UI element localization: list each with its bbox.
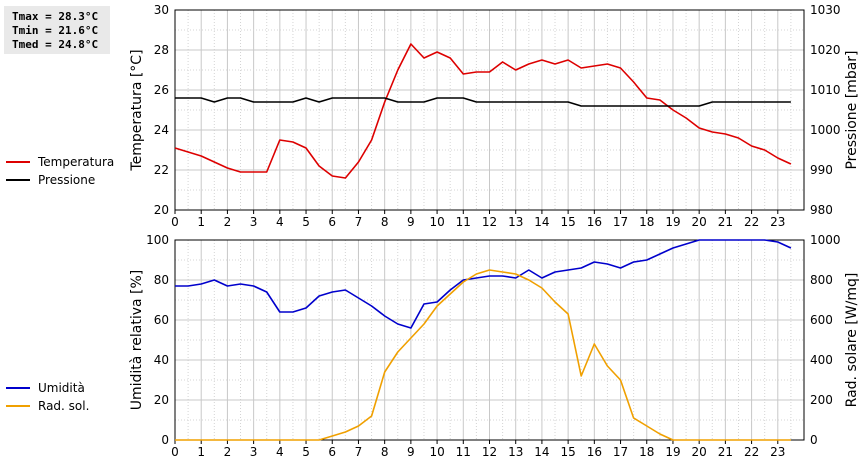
x-tick-label: 6 bbox=[328, 445, 336, 459]
x-tick-label: 7 bbox=[355, 215, 363, 229]
x-tick-label: 7 bbox=[355, 445, 363, 459]
x-tick-label: 12 bbox=[482, 445, 497, 459]
x-tick-label: 19 bbox=[665, 445, 680, 459]
stat-tmin: Tmin = 21.6°C bbox=[12, 24, 99, 37]
x-tick-label: 2 bbox=[224, 445, 232, 459]
x-tick-label: 23 bbox=[770, 445, 785, 459]
x-tick-label: 20 bbox=[692, 215, 707, 229]
x-tick-label: 13 bbox=[508, 215, 523, 229]
chart-panel-1: 0 1 2 3 4 5 6 7 8 9 10 11 12 13 14 15 16 17 18 19 20 21 22 2320… bbox=[6, 3, 860, 229]
x-tick-label: 19 bbox=[665, 215, 680, 229]
stat-tmax: Tmax = 28.3°C bbox=[12, 10, 99, 23]
x-tick-label: 22 bbox=[744, 215, 759, 229]
legend-label: Pressione bbox=[38, 173, 95, 187]
x-tick-label: 16 bbox=[587, 445, 602, 459]
series-line-1 bbox=[174, 43, 792, 179]
y-right-axis-title: Rad. solare [W/mq] bbox=[844, 273, 860, 408]
x-tick-label: 18 bbox=[639, 215, 654, 229]
stat-tmed: Tmed = 24.8°C bbox=[12, 38, 99, 51]
y-tick-label: 20 bbox=[154, 203, 169, 217]
y-right-tick-label: 200 bbox=[810, 393, 833, 407]
legend-label: Rad. sol. bbox=[38, 399, 89, 413]
x-tick-label: 11 bbox=[456, 215, 471, 229]
y-right-tick-label: 1020 bbox=[810, 43, 841, 57]
x-tick-label: 18 bbox=[639, 445, 654, 459]
x-tick-label: 12 bbox=[482, 215, 497, 229]
x-tick-label: 6 bbox=[328, 215, 336, 229]
x-tick-label: 9 bbox=[407, 215, 415, 229]
x-tick-label: 5 bbox=[302, 215, 310, 229]
x-tick-label: 16 bbox=[587, 215, 602, 229]
y-right-tick-label: 980 bbox=[810, 203, 833, 217]
y-right-tick-label: 1030 bbox=[810, 3, 841, 17]
chart-panel-2: 0 1 2 3 4 5 6 7 8 9 10 11 12 13 14 15 16 17 18 19 20 21 22 2302… bbox=[6, 233, 860, 459]
x-tick-label: 14 bbox=[534, 215, 549, 229]
x-tick-label: 10 bbox=[429, 215, 444, 229]
x-tick-label: 21 bbox=[718, 445, 733, 459]
x-tick-label: 15 bbox=[560, 215, 575, 229]
y-tick-label: 60 bbox=[154, 313, 169, 327]
y-right-tick-label: 800 bbox=[810, 273, 833, 287]
x-tick-label: 4 bbox=[276, 445, 284, 459]
y-tick-label: 40 bbox=[154, 353, 169, 367]
y-right-tick-label: 0 bbox=[810, 433, 818, 447]
x-tick-label: 17 bbox=[613, 445, 628, 459]
y-right-tick-label: 990 bbox=[810, 163, 833, 177]
x-tick-label: 13 bbox=[508, 445, 523, 459]
legend-label: Temperatura bbox=[37, 155, 114, 169]
y-tick-label: 100 bbox=[146, 233, 169, 247]
x-tick-label: 9 bbox=[407, 445, 415, 459]
y-tick-label: 28 bbox=[154, 43, 169, 57]
x-tick-label: 3 bbox=[250, 445, 258, 459]
y-tick-label: 20 bbox=[154, 393, 169, 407]
y-axis-title: Umidità relativa [%] bbox=[129, 270, 145, 411]
y-tick-label: 80 bbox=[154, 273, 169, 287]
y-right-tick-label: 400 bbox=[810, 353, 833, 367]
y-right-tick-label: 1010 bbox=[810, 83, 841, 97]
x-tick-label: 17 bbox=[613, 215, 628, 229]
x-tick-label: 3 bbox=[250, 215, 258, 229]
stats-box: Tmax = 28.3°C Tmin = 21.6°C Tmed = 24.8°… bbox=[4, 6, 110, 54]
y-axis-title: Temperatura [°C] bbox=[129, 49, 145, 171]
y-tick-label: 22 bbox=[154, 163, 169, 177]
x-tick-label: 1 bbox=[197, 445, 205, 459]
x-tick-label: 1 bbox=[197, 215, 205, 229]
x-tick-label: 14 bbox=[534, 445, 549, 459]
x-tick-label: 8 bbox=[381, 215, 389, 229]
series-line-2 bbox=[175, 97, 791, 107]
x-tick-label: 0 bbox=[171, 445, 179, 459]
x-tick-label: 21 bbox=[718, 215, 733, 229]
x-tick-label: 8 bbox=[381, 445, 389, 459]
series-line-1 bbox=[175, 239, 792, 329]
x-tick-label: 10 bbox=[429, 445, 444, 459]
y-right-tick-label: 1000 bbox=[810, 233, 841, 247]
x-tick-label: 2 bbox=[224, 215, 232, 229]
legend-label: Umidità bbox=[38, 381, 85, 395]
y-tick-label: 30 bbox=[154, 3, 169, 17]
x-tick-label: 11 bbox=[456, 445, 471, 459]
y-right-axis-title: Pressione [mbar] bbox=[844, 50, 860, 169]
y-tick-label: 24 bbox=[154, 123, 169, 137]
x-tick-label: 0 bbox=[171, 215, 179, 229]
x-tick-label: 4 bbox=[276, 215, 284, 229]
y-tick-label: 0 bbox=[161, 433, 169, 447]
x-tick-label: 15 bbox=[560, 445, 575, 459]
y-right-tick-label: 600 bbox=[810, 313, 833, 327]
x-tick-label: 22 bbox=[744, 445, 759, 459]
y-right-tick-label: 1000 bbox=[810, 123, 841, 137]
x-tick-label: 23 bbox=[770, 215, 785, 229]
x-tick-label: 5 bbox=[302, 445, 310, 459]
series-line-2 bbox=[175, 269, 791, 441]
y-tick-label: 26 bbox=[154, 83, 169, 97]
x-tick-label: 20 bbox=[692, 445, 707, 459]
